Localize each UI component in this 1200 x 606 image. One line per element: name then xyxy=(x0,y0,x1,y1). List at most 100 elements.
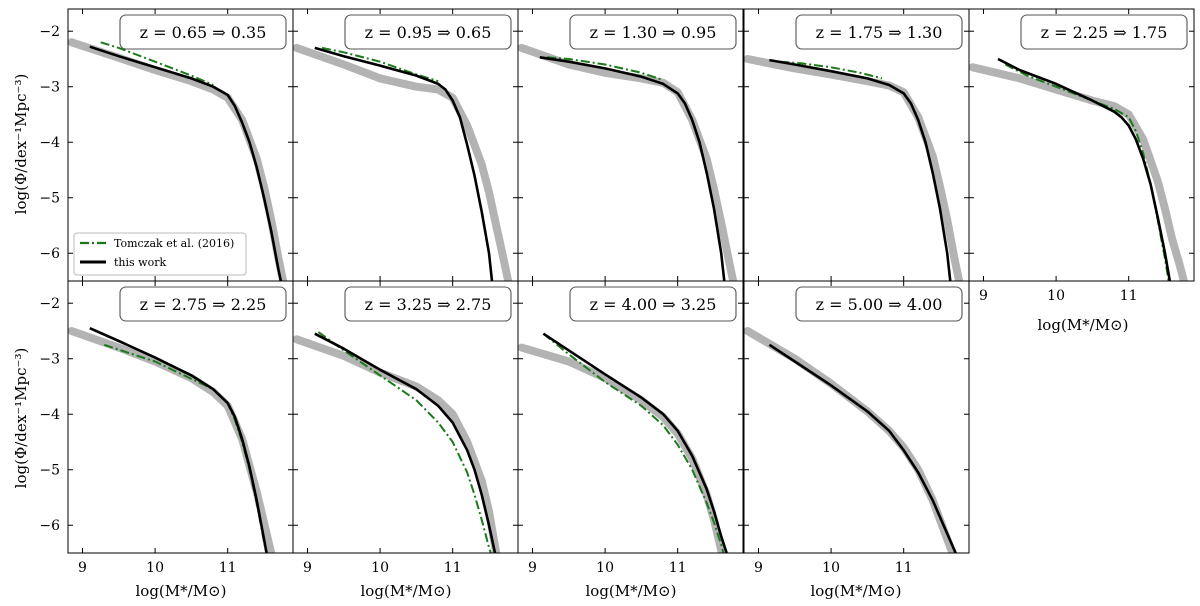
legend-frame xyxy=(73,232,247,276)
legend: Tomczak et al. (2016) this work xyxy=(73,232,247,276)
y-tick-label: −2 xyxy=(39,296,60,312)
panel-title-box xyxy=(344,14,512,50)
panel-1: −2 −3 −4 −5 −6 z = 0.65 ⇒ 0.35 xyxy=(39,8,294,282)
panel-plot-area xyxy=(293,43,513,281)
panel-title-box xyxy=(795,14,963,50)
y-axis-label-top: log(Φ/dex⁻¹Mpc⁻³) xyxy=(12,74,30,215)
legend-this-work-label: this work xyxy=(114,256,166,269)
reference-band xyxy=(744,55,964,281)
x-tick-label: 11 xyxy=(895,560,913,576)
y-tick-label: −6 xyxy=(39,518,60,534)
series-tomczak-line xyxy=(317,331,492,553)
panel-frame xyxy=(517,280,744,554)
x-tick-label: 11 xyxy=(444,560,462,576)
panel-plot-area xyxy=(68,327,276,553)
reference-band xyxy=(518,43,738,281)
panel-plot-area xyxy=(68,38,288,281)
series-tomczak-line xyxy=(542,332,725,553)
x-tick-label: 11 xyxy=(669,560,687,576)
panel-plot-area xyxy=(969,57,1188,281)
panel-title-box xyxy=(1020,14,1188,50)
x-tick-label: 9 xyxy=(78,560,87,576)
panel-7: 9 10 11 z = 3.25 ⇒ 2.75 xyxy=(292,280,519,576)
panel-title-box xyxy=(344,286,512,322)
panel-plot-area xyxy=(744,327,958,553)
panel-frame xyxy=(743,280,970,554)
panel-plot-area xyxy=(518,332,729,553)
panel-title: z = 4.00 ⇒ 3.25 xyxy=(590,295,717,314)
reference-band xyxy=(68,327,276,553)
x-axis-label-col5: log(M*/M⊙) xyxy=(1038,316,1129,334)
x-tick-label: 9 xyxy=(979,288,988,304)
reference-band xyxy=(293,43,513,281)
x-tick-label: 10 xyxy=(146,560,164,576)
panel-frame xyxy=(968,8,1195,282)
panel-frame xyxy=(517,8,744,282)
panel-8: 9 10 11 z = 4.00 ⇒ 3.25 xyxy=(517,280,744,576)
panel-title: z = 2.75 ⇒ 2.25 xyxy=(140,295,267,314)
series-this-work-line xyxy=(89,45,283,281)
y-tick-label: −3 xyxy=(39,352,60,368)
y-tick-label: −5 xyxy=(39,191,60,207)
reference-band xyxy=(293,335,501,553)
series-this-work-line xyxy=(89,327,268,553)
x-axis-label-col2: log(M*/M⊙) xyxy=(361,582,452,600)
y-tick-label: −6 xyxy=(39,246,60,262)
panel-title: z = 0.95 ⇒ 0.65 xyxy=(365,23,492,42)
panel-plot-area xyxy=(744,55,964,281)
panel-title-box xyxy=(569,286,737,322)
reference-band xyxy=(744,327,957,553)
panel-frame xyxy=(743,8,970,282)
panel-6: 9 10 11 −2 −3 −4 −5 −6 z = 2.75 ⇒ 2.25 xyxy=(39,280,294,576)
series-this-work-line xyxy=(542,332,729,553)
y-axis-label-bottom: log(Φ/dex⁻¹Mpc⁻³) xyxy=(12,348,30,489)
panel-title: z = 2.25 ⇒ 1.75 xyxy=(1041,23,1168,42)
x-axis-label-col3: log(M*/M⊙) xyxy=(586,582,677,600)
panel-3: z = 1.30 ⇒ 0.95 xyxy=(517,8,744,282)
series-this-work-line xyxy=(314,332,497,553)
reference-band xyxy=(518,343,727,553)
x-tick-label: 10 xyxy=(822,560,840,576)
legend-tomczak-label: Tomczak et al. (2016) xyxy=(114,237,234,250)
series-tomczak-line xyxy=(546,56,664,82)
panel-title: z = 5.00 ⇒ 4.00 xyxy=(816,295,943,314)
x-tick-label: 9 xyxy=(303,560,312,576)
y-tick-label: −5 xyxy=(39,463,60,479)
x-tick-label: 10 xyxy=(596,560,614,576)
y-tick-label: −4 xyxy=(39,135,60,151)
series-this-work-line xyxy=(539,56,726,281)
panels: −2 −3 −4 −5 −6 z = 0.65 ⇒ 0.35 z = 0.95 ⇒ 0.65… xyxy=(39,8,1195,576)
panel-title: z = 1.75 ⇒ 1.30 xyxy=(816,23,943,42)
panel-frame xyxy=(292,280,519,554)
panel-title-box xyxy=(569,14,737,50)
series-this-work-line xyxy=(768,343,958,553)
reference-band xyxy=(969,63,1188,281)
series-tomczak-line xyxy=(1004,63,1170,281)
x-tick-label: 9 xyxy=(528,560,537,576)
y-tick-label: −3 xyxy=(39,80,60,96)
panel-9: 9 10 11 z = 5.00 ⇒ 4.00 xyxy=(743,280,970,576)
series-tomczak-line xyxy=(780,60,883,80)
series-tomczak-line xyxy=(321,46,439,83)
x-tick-label: 11 xyxy=(1120,288,1138,304)
series-this-work-line xyxy=(997,57,1172,281)
panel-title-box xyxy=(795,286,963,322)
panel-5: 9 10 11 z = 2.25 ⇒ 1.75 xyxy=(968,8,1195,304)
panel-plot-area xyxy=(518,43,738,281)
panel-title-box xyxy=(119,286,287,322)
series-this-work-line xyxy=(769,58,952,281)
panel-title-box xyxy=(119,14,287,50)
panel-2: z = 0.95 ⇒ 0.65 xyxy=(292,8,519,282)
x-tick-label: 10 xyxy=(1047,288,1065,304)
panel-plot-area xyxy=(293,331,501,553)
x-tick-label: 10 xyxy=(371,560,389,576)
x-axis-label-col4: log(M*/M⊙) xyxy=(811,582,902,600)
x-tick-label: 9 xyxy=(754,560,763,576)
series-tomczak-line xyxy=(100,41,214,86)
panel-title: z = 3.25 ⇒ 2.75 xyxy=(365,295,492,314)
x-axis-label-col1: log(M*/M⊙) xyxy=(136,582,227,600)
panel-4: z = 1.75 ⇒ 1.30 xyxy=(743,8,970,282)
x-tick-label: 11 xyxy=(219,560,237,576)
panel-title: z = 1.30 ⇒ 0.95 xyxy=(590,23,717,42)
